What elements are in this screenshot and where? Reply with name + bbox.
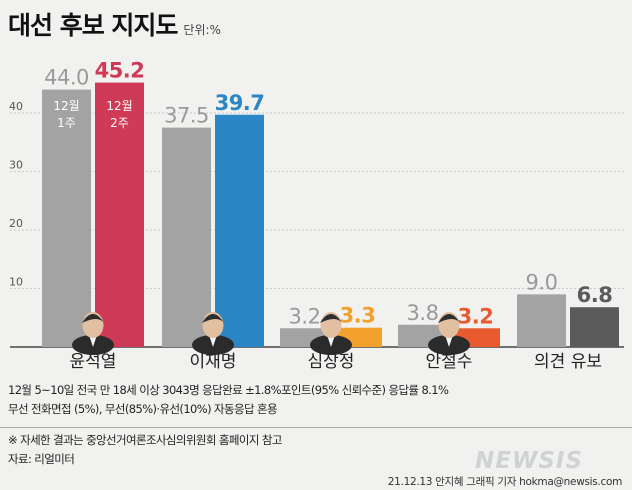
legend-in-bar-line1: 12월 xyxy=(53,99,79,113)
category-label: 윤석열 xyxy=(70,352,117,372)
bar-week2 xyxy=(95,82,144,347)
unit-label: 단위:% xyxy=(183,23,221,37)
bar-week2 xyxy=(215,114,264,347)
value-label-week1: 44.0 xyxy=(44,66,89,90)
footnote-reference: ※ 자세한 결과는 중앙선거여론조사심의위원회 홈페이지 참고 xyxy=(8,433,282,447)
bar-week1 xyxy=(42,89,91,347)
survey-notes: 12월 5~10일 전국 만 18세 이상 3043명 응답완료 ±1.8%포인… xyxy=(8,381,449,419)
bar-week1 xyxy=(517,294,566,347)
candidate-photo xyxy=(192,312,234,355)
category-label: 심상정 xyxy=(308,352,355,372)
y-tick-label: 40 xyxy=(9,100,23,113)
candidate-faces xyxy=(72,312,470,355)
candidate-photo xyxy=(428,312,470,355)
bars xyxy=(42,82,619,347)
value-label-week2: 45.2 xyxy=(95,59,145,83)
bar-chart: 10 20 30 40 44.0 45.2 37.539.7 3.2 3.3 3.8 3.2 9.0… xyxy=(9,59,624,372)
y-tick-label: 30 xyxy=(9,159,23,172)
category-label: 이재명 xyxy=(190,352,237,372)
survey-note-line1: 12월 5~10일 전국 만 18세 이상 3043명 응답완료 ±1.8%포인… xyxy=(8,383,449,397)
value-label-week2: 39.7 xyxy=(215,91,265,115)
value-labels: 44.0 45.2 37.539.7 3.2 3.3 3.8 3.2 9.0 6.8 12월 1주 1… xyxy=(44,59,613,329)
photo-hair xyxy=(438,314,460,323)
value-label-week2: 3.3 xyxy=(340,304,376,328)
value-label-week1: 3.8 xyxy=(407,301,439,325)
footnote: ※ 자세한 결과는 중앙선거여론조사심의위원회 홈페이지 참고 자료: 리얼미터 xyxy=(8,431,282,469)
candidate-photo xyxy=(310,312,352,355)
photo-hair xyxy=(320,314,342,323)
category-label: 의견 유보 xyxy=(534,352,602,372)
legend-in-bar-line1: 12월 xyxy=(106,99,132,113)
candidate-photo xyxy=(72,312,114,355)
value-label-week1: 37.5 xyxy=(164,104,209,128)
newsis-logo: NEWSIS xyxy=(475,448,584,474)
y-tick-label: 10 xyxy=(9,276,23,289)
bar-week1 xyxy=(162,127,211,347)
value-label-week1: 3.2 xyxy=(289,304,321,328)
category-label: 안철수 xyxy=(426,352,473,372)
value-label-week2: 6.8 xyxy=(577,283,613,307)
legend-in-bar-line2: 1주 xyxy=(57,116,76,130)
photo-hair xyxy=(202,314,224,323)
value-label-week1: 9.0 xyxy=(526,270,558,294)
value-label-week2: 3.2 xyxy=(458,304,494,328)
photo-shirt xyxy=(445,335,453,347)
footnote-source: 자료: 리얼미터 xyxy=(8,452,75,466)
legend-in-bar-line2: 2주 xyxy=(110,116,129,130)
bar-week2 xyxy=(570,307,619,347)
title-area: 대선 후보 지지도 단위:% xyxy=(8,6,221,42)
divider xyxy=(0,427,632,428)
credit-line: 21.12.13 안지혜 그래픽 기자 hokma@newsis.com xyxy=(387,476,623,488)
photo-shirt xyxy=(327,335,335,347)
photo-shirt xyxy=(89,335,97,347)
y-tick-label: 20 xyxy=(9,217,23,230)
photo-shirt xyxy=(209,335,217,347)
chart-title: 대선 후보 지지도 xyxy=(8,11,178,40)
survey-note-line2: 무선 전화면접 (5%), 무선(85%)·유선(10%) 자동응답 혼용 xyxy=(8,402,278,416)
category-labels: 윤석열 이재명 심상정 안철수 의견 유보 xyxy=(70,352,602,372)
photo-hair xyxy=(82,314,104,323)
